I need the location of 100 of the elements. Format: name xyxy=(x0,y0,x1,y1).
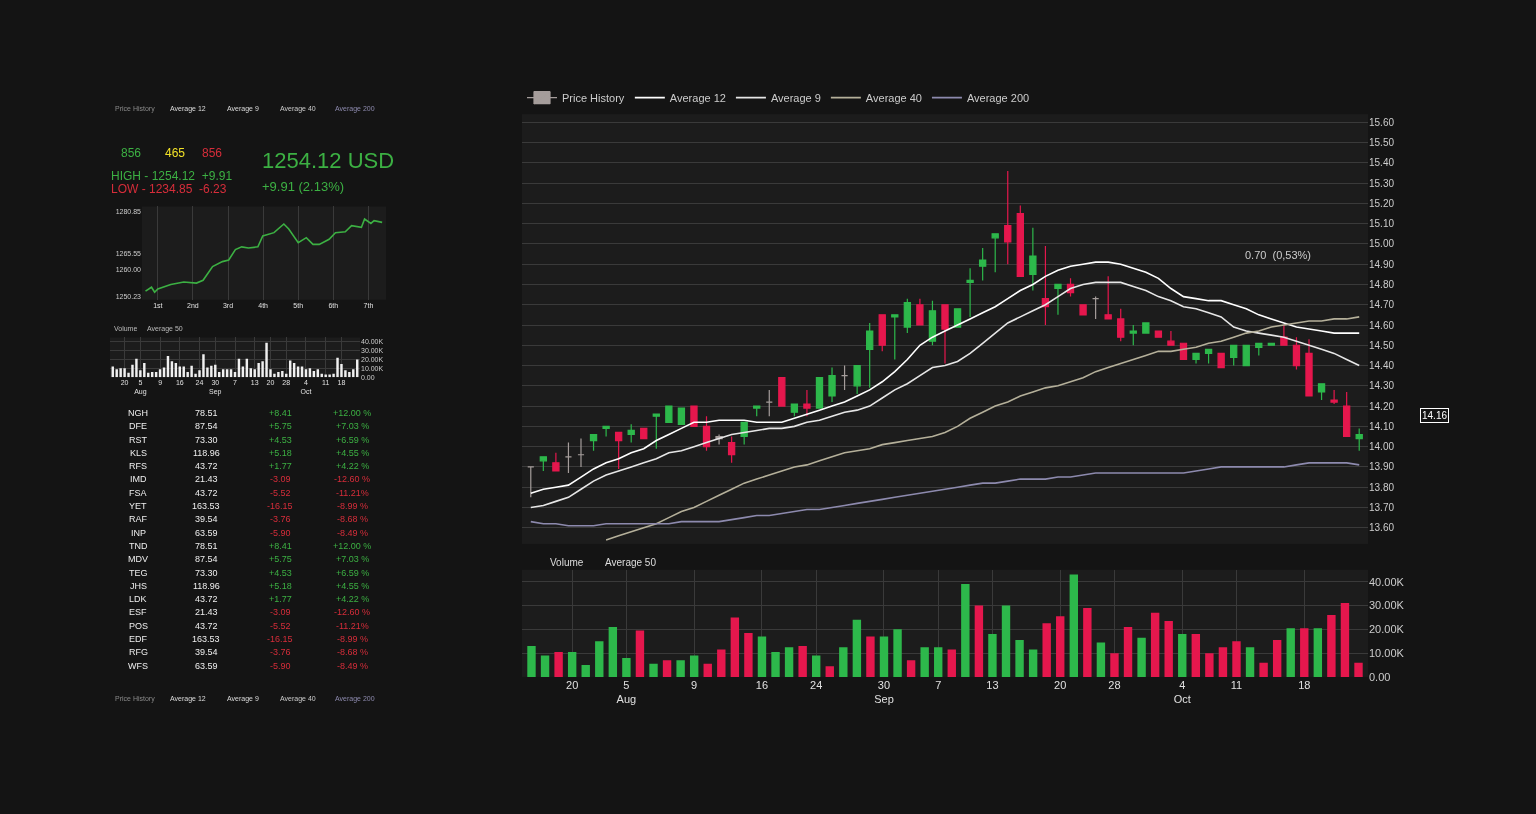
text: -8.68 % xyxy=(337,647,369,657)
y-tick-label: 15.60 xyxy=(1369,116,1395,128)
candlestick xyxy=(1317,383,1326,401)
text: -3.09 xyxy=(270,474,291,484)
bar xyxy=(879,636,889,677)
y-tick-label: 13.80 xyxy=(1369,481,1395,493)
text: 39.54 xyxy=(195,647,218,657)
bar xyxy=(123,368,126,378)
candlestick xyxy=(627,423,635,444)
bar xyxy=(974,605,984,677)
bar xyxy=(784,647,794,677)
candlestick xyxy=(828,366,836,403)
text: -3.76 xyxy=(270,514,291,524)
text: +12.00 % xyxy=(333,408,372,418)
text: LOW - 1234.85 -6.23 xyxy=(111,182,227,196)
candlestick xyxy=(1292,336,1301,371)
bar xyxy=(1015,640,1024,677)
text: ESF xyxy=(129,607,148,617)
bar xyxy=(1286,628,1295,677)
bar xyxy=(554,651,563,677)
text: INP xyxy=(131,528,147,538)
text: -8.99 % xyxy=(337,634,369,644)
y-tick-label: 14.00 xyxy=(1369,441,1395,453)
text: +6.59 % xyxy=(336,435,370,445)
text: -8.49 % xyxy=(337,528,369,538)
text: RST xyxy=(129,435,148,445)
text: KLS xyxy=(130,448,148,458)
y-tick-label: 14.10 xyxy=(1369,420,1395,432)
bar xyxy=(771,651,780,677)
candlestick xyxy=(552,452,560,472)
text: JHS xyxy=(130,581,148,591)
bar xyxy=(567,651,577,677)
bar xyxy=(1313,628,1323,677)
text: +9.91 (2.13%) xyxy=(262,179,345,194)
candlestick xyxy=(978,247,987,281)
text: HIGH - 1254.12 +9.91 xyxy=(111,169,233,183)
bar xyxy=(893,629,902,677)
x-tick-label: 13 xyxy=(986,678,999,691)
candlestick xyxy=(953,308,962,328)
text: RFS xyxy=(129,461,147,471)
y-tick-label: 13.60 xyxy=(1369,522,1395,534)
candlestick xyxy=(941,304,949,365)
text: -12.60 % xyxy=(334,607,371,617)
bar xyxy=(676,660,685,677)
candlestick xyxy=(1230,344,1238,367)
bar xyxy=(348,371,351,378)
bar xyxy=(703,663,712,677)
text: -5.90 xyxy=(270,528,291,538)
candlestick xyxy=(790,403,799,417)
text: 118.96 xyxy=(193,581,220,591)
text: 73.30 xyxy=(195,435,218,445)
text: 856 xyxy=(121,146,142,160)
candlestick xyxy=(614,431,623,470)
text: RFG xyxy=(129,647,148,657)
candlestick xyxy=(1167,330,1175,346)
text: 43.72 xyxy=(195,488,218,498)
bar xyxy=(1245,647,1255,677)
text: DFE xyxy=(129,421,147,431)
text: 1254.12 USD xyxy=(262,148,395,173)
candlestick xyxy=(665,405,673,423)
bar xyxy=(1137,637,1146,677)
candlestick xyxy=(1054,283,1062,316)
candlestick xyxy=(1342,391,1351,438)
candlestick xyxy=(803,389,811,417)
text: 78.51 xyxy=(195,541,218,551)
y-tick-label: 40.00K xyxy=(1369,575,1405,588)
text: 87.54 xyxy=(195,554,218,564)
bar xyxy=(277,371,280,378)
text: -16.15 xyxy=(267,634,293,644)
candlestick xyxy=(715,433,723,446)
text: -5.52 xyxy=(270,621,291,631)
y-tick-label: 14.30 xyxy=(1369,380,1395,392)
bar xyxy=(866,636,875,677)
text: +4.55 % xyxy=(336,581,370,591)
text: 43.72 xyxy=(195,461,218,471)
candlestick xyxy=(765,389,773,417)
x-tick-label: 7 xyxy=(935,678,942,691)
bar xyxy=(839,647,848,677)
bar xyxy=(798,646,807,677)
y-tick-label: 15.10 xyxy=(1369,218,1395,230)
bar xyxy=(1164,620,1173,677)
bar xyxy=(988,634,997,677)
text: 465 xyxy=(165,146,186,160)
bar xyxy=(190,365,193,378)
bar xyxy=(115,369,118,378)
bar xyxy=(920,647,929,677)
bar xyxy=(1110,653,1119,677)
bar xyxy=(202,354,205,378)
y-tick-label: 15.40 xyxy=(1369,157,1395,169)
candlestick xyxy=(866,322,874,389)
text: +1.77 xyxy=(269,461,292,471)
text: FSA xyxy=(129,488,147,498)
text: TEG xyxy=(129,568,148,578)
bar xyxy=(1123,626,1133,677)
bar xyxy=(961,584,970,677)
bar xyxy=(1218,647,1228,677)
text: +5.75 xyxy=(269,421,292,431)
x-tick-label: 16 xyxy=(755,678,769,691)
candlestick xyxy=(677,407,686,425)
y-tick-label: 14.90 xyxy=(1369,258,1395,270)
